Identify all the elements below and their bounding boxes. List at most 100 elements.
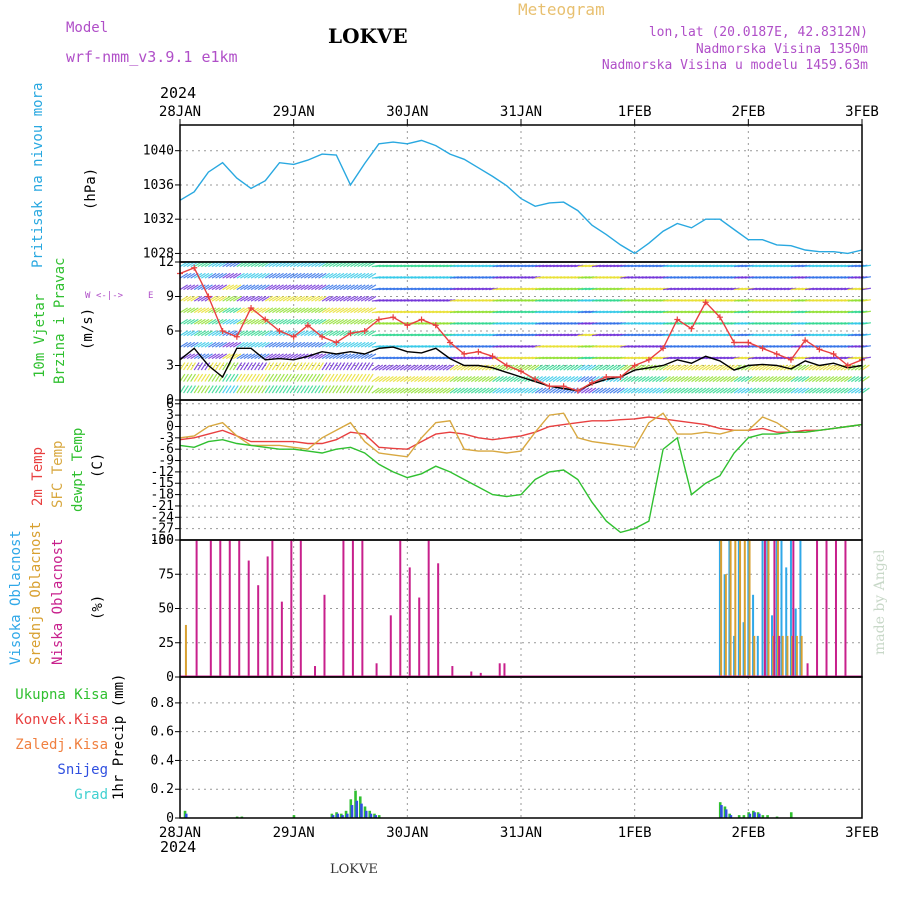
wind-arrow bbox=[186, 284, 196, 291]
wind-gust-point bbox=[589, 379, 596, 386]
cloud-bar bbox=[271, 540, 274, 677]
wind-arrow bbox=[257, 284, 267, 291]
wind-arrow bbox=[190, 284, 199, 291]
wind-arrow bbox=[282, 353, 291, 360]
wind-arrow bbox=[197, 295, 206, 302]
wind-gust-point bbox=[347, 330, 354, 337]
wind-arrow bbox=[261, 284, 270, 291]
wind-arrow bbox=[659, 364, 668, 371]
wind-arrow bbox=[375, 376, 384, 383]
wind-arrow bbox=[218, 341, 228, 348]
wind-arrow bbox=[705, 376, 714, 383]
precipitation-bar bbox=[331, 815, 335, 818]
wind-arrow bbox=[364, 307, 373, 314]
cloud-bar bbox=[729, 540, 732, 677]
wind-arrow bbox=[332, 284, 341, 291]
wind-arrow bbox=[847, 376, 856, 383]
wind-arrow bbox=[186, 318, 196, 325]
wind-arrow bbox=[222, 318, 231, 325]
wind-arrow bbox=[627, 387, 636, 394]
wind-arrow bbox=[183, 341, 192, 348]
time-label-top: 29JAN bbox=[273, 104, 315, 120]
wind-arrow bbox=[186, 330, 196, 337]
wind-arrow bbox=[183, 272, 192, 279]
wind-arrow bbox=[247, 330, 256, 337]
wind-arrow bbox=[211, 272, 220, 279]
precipitation-bar bbox=[374, 815, 377, 818]
wind-arrow bbox=[332, 330, 341, 337]
wind-arrow bbox=[293, 362, 300, 371]
wind-arrow bbox=[808, 387, 817, 394]
wind-arrow bbox=[282, 385, 289, 394]
time-label-bottom: 31JAN bbox=[500, 825, 542, 841]
cloud-bar bbox=[418, 597, 421, 677]
wind-arrow bbox=[343, 353, 352, 360]
wind-arrow bbox=[474, 376, 483, 383]
wind-arrow bbox=[250, 373, 257, 382]
wind-arrow bbox=[790, 387, 799, 394]
wind-arrow bbox=[453, 376, 462, 383]
wind-arrow bbox=[289, 353, 299, 360]
cloud-bar bbox=[323, 594, 326, 677]
precipitation-bar bbox=[761, 815, 765, 818]
wind-gust-point bbox=[546, 383, 553, 390]
wind-arrow bbox=[254, 284, 263, 291]
wind-arrow bbox=[343, 272, 352, 279]
wind-arrow bbox=[591, 376, 600, 383]
wind-arrow bbox=[197, 330, 206, 337]
wind-arrow bbox=[222, 385, 228, 394]
wind-arrow bbox=[257, 295, 267, 302]
wind-gust-point bbox=[375, 316, 382, 323]
wind-arrow bbox=[723, 376, 732, 383]
wind-arrow bbox=[527, 387, 536, 394]
cloud-bar bbox=[806, 663, 809, 677]
wind-arrow bbox=[193, 330, 203, 337]
wind-arrow bbox=[392, 387, 401, 394]
wind-arrow bbox=[826, 364, 835, 371]
wind-arrow bbox=[186, 341, 196, 348]
wind-arrow bbox=[808, 376, 817, 383]
cloud-bar bbox=[470, 671, 473, 677]
wind-arrow bbox=[364, 272, 373, 279]
compass-w: W bbox=[85, 291, 91, 301]
wind-arrow bbox=[236, 362, 243, 371]
wind-arrow bbox=[200, 362, 207, 371]
wind-arrow bbox=[307, 385, 314, 394]
wind-arrow bbox=[787, 387, 796, 394]
cloud-bar bbox=[773, 540, 776, 677]
wind-arrow bbox=[307, 284, 316, 291]
precip-label-hail: Grad bbox=[74, 787, 108, 803]
wind-arrow bbox=[353, 272, 363, 279]
cloud-bar bbox=[209, 540, 212, 677]
wind-arrow bbox=[801, 364, 810, 371]
wind-arrow bbox=[779, 376, 789, 383]
wind-arrow bbox=[311, 353, 320, 360]
wind-arrow bbox=[179, 373, 186, 382]
wind-arrow bbox=[353, 295, 363, 302]
wind-arrow bbox=[183, 295, 192, 302]
wind-arrow bbox=[204, 318, 213, 325]
wind-arrow bbox=[762, 364, 771, 371]
wind-arrow bbox=[268, 362, 275, 371]
wind-arrow bbox=[314, 362, 321, 371]
wind-arrow bbox=[804, 364, 813, 371]
wind-arrow bbox=[190, 385, 197, 394]
wind-gust-point bbox=[361, 328, 368, 334]
cloud-bar bbox=[195, 540, 198, 677]
wind-arrow bbox=[215, 272, 224, 279]
wind-arrow bbox=[239, 373, 246, 382]
wind-arrow bbox=[197, 385, 204, 394]
y-tick-label: -6 bbox=[158, 442, 174, 457]
time-label-bottom: 2FEB bbox=[731, 825, 765, 841]
wind-arrow bbox=[669, 376, 678, 383]
wind-arrow bbox=[257, 307, 267, 314]
wind-arrow bbox=[406, 387, 416, 394]
cloud-bar bbox=[844, 540, 847, 677]
wind-arrow bbox=[179, 307, 188, 314]
wind-arrow bbox=[382, 364, 391, 371]
wind-arrow bbox=[193, 362, 200, 371]
wind-arrow bbox=[232, 318, 242, 325]
wind-arrow bbox=[843, 376, 853, 383]
wind-arrow bbox=[421, 364, 430, 371]
wind-gust-point bbox=[830, 351, 837, 357]
